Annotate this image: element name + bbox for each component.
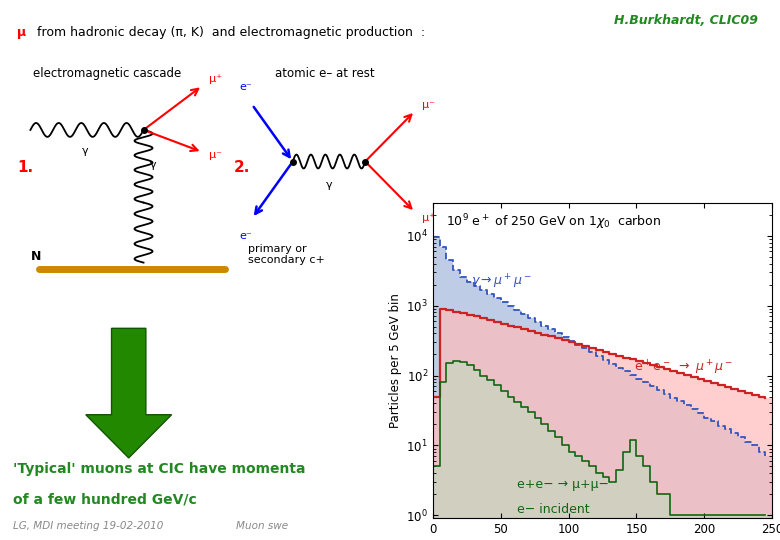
- Text: Muon swe: Muon swe: [236, 521, 288, 531]
- Text: e⁻: e⁻: [239, 82, 252, 92]
- Text: N: N: [30, 250, 41, 263]
- Text: γ: γ: [326, 180, 332, 191]
- Text: e⁻: e⁻: [239, 231, 252, 241]
- Text: γ: γ: [151, 160, 157, 170]
- Text: $\gamma \rightarrow \mu^+\mu^-$: $\gamma \rightarrow \mu^+\mu^-$: [471, 273, 532, 291]
- Text: atomic e– at rest: atomic e– at rest: [275, 67, 374, 80]
- Text: e$^+$e$^-$ $\rightarrow$ $\mu^+\mu^-$: e$^+$e$^-$ $\rightarrow$ $\mu^+\mu^-$: [634, 359, 733, 377]
- Text: LG, MDI meeting 19-02-2010: LG, MDI meeting 19-02-2010: [12, 521, 163, 531]
- Text: e− incident: e− incident: [517, 503, 590, 516]
- Text: of a few hundred GeV/c: of a few hundred GeV/c: [12, 492, 197, 507]
- Text: μ⁺: μ⁺: [209, 75, 222, 84]
- Text: μ⁻: μ⁻: [422, 100, 434, 110]
- Text: 'Typical' muons at CIC have momenta: 'Typical' muons at CIC have momenta: [12, 462, 306, 476]
- Text: 2.: 2.: [234, 160, 250, 176]
- Polygon shape: [86, 328, 172, 458]
- Text: μ⁻: μ⁻: [209, 150, 222, 160]
- Text: 1.: 1.: [17, 160, 33, 176]
- Text: electromagnetic cascade: electromagnetic cascade: [34, 67, 182, 80]
- Text: $10^9$ e$^+$ of 250 GeV on 1$\chi_0$  carbon: $10^9$ e$^+$ of 250 GeV on 1$\chi_0$ car…: [446, 212, 662, 232]
- Text: μ⁺: μ⁺: [422, 213, 434, 224]
- Text: μ: μ: [17, 26, 26, 39]
- Text: from hadronic decay (π, K)  and electromagnetic production  :: from hadronic decay (π, K) and electroma…: [33, 26, 425, 39]
- Text: primary or
secondary c+: primary or secondary c+: [247, 244, 324, 265]
- Text: e+e− → μ+μ−: e+e− → μ+μ−: [517, 478, 609, 491]
- Y-axis label: Particles per 5 GeV bin: Particles per 5 GeV bin: [389, 293, 402, 428]
- Text: H.Burkhardt, CLIC09: H.Burkhardt, CLIC09: [615, 14, 758, 26]
- Text: γ: γ: [81, 146, 88, 156]
